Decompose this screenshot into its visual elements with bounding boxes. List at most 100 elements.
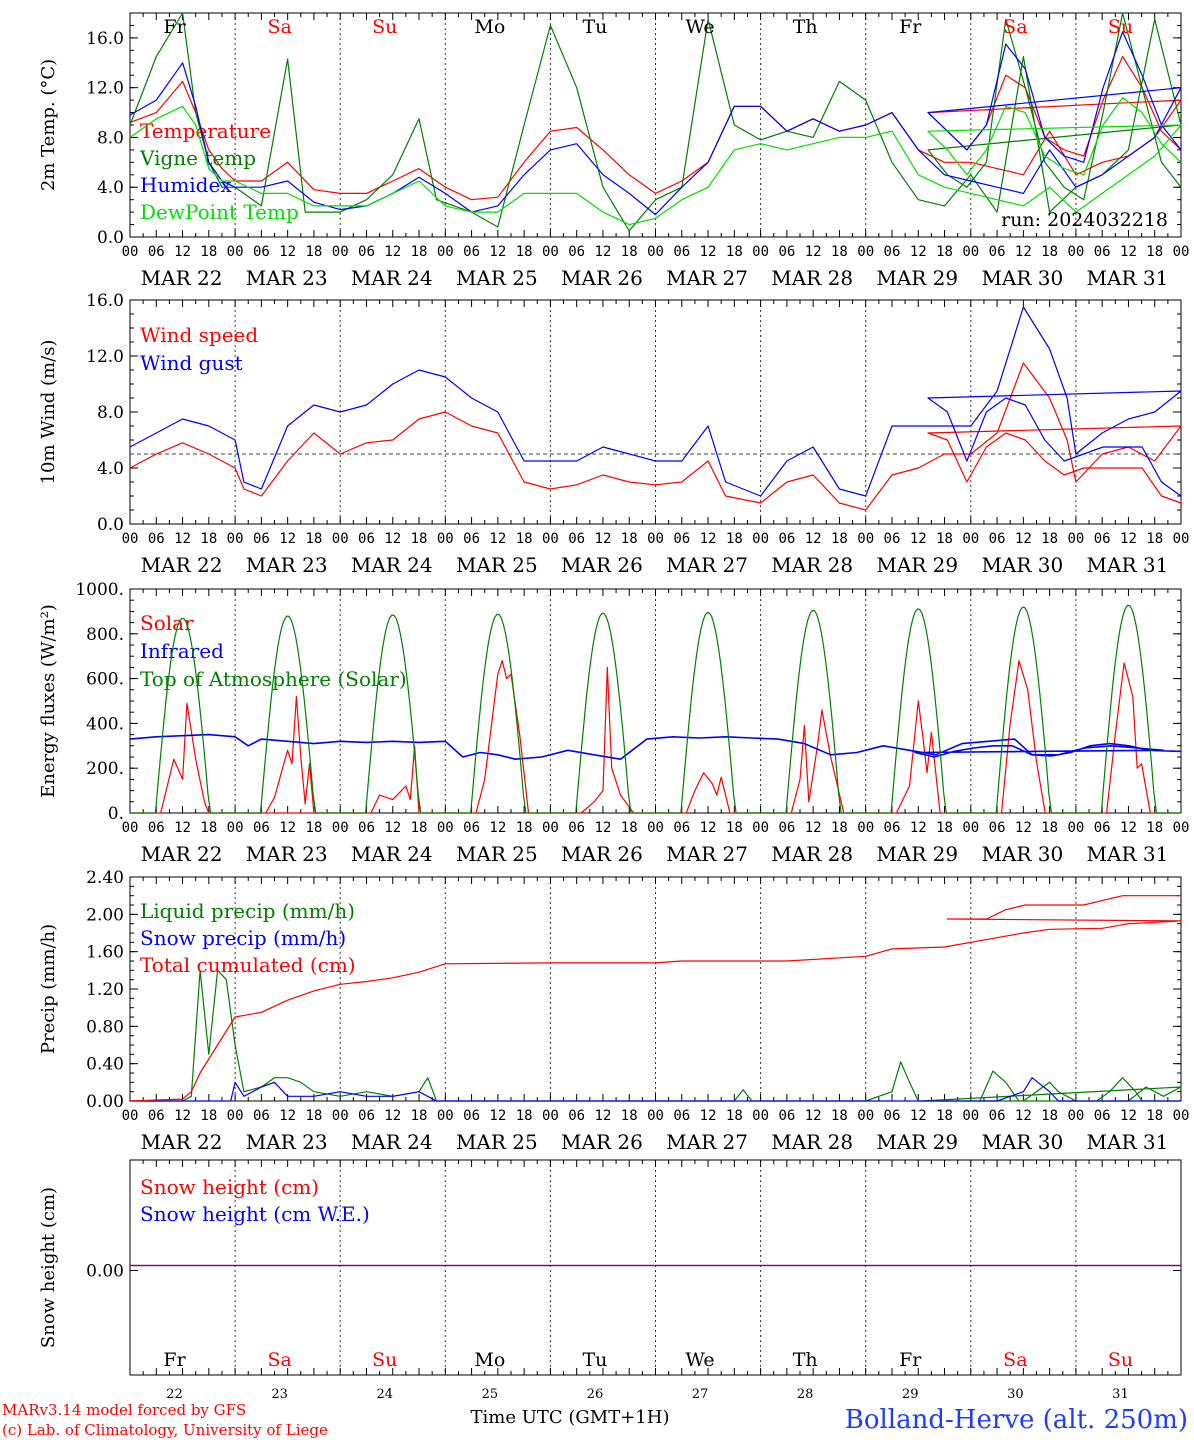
- hour-tick-label: 06: [568, 531, 585, 547]
- hour-tick-label: 06: [989, 1108, 1006, 1124]
- hour-tick-label: 00: [227, 820, 244, 836]
- day-number-label: 28: [797, 1387, 814, 1402]
- y-tick-label: 2.00: [86, 905, 124, 925]
- weekday-label: Mo: [474, 16, 505, 38]
- date-label: MAR 26: [561, 1130, 643, 1154]
- hour-tick-label: 06: [884, 531, 901, 547]
- precip-legend-entry: Liquid precip (mm/h): [140, 899, 355, 923]
- hour-tick-label: 12: [384, 244, 401, 260]
- hour-tick-label: 06: [673, 244, 690, 260]
- temp-legend-entry: Temperature: [140, 119, 271, 143]
- precip-series-line: [130, 1077, 1181, 1102]
- hour-tick-label: 06: [148, 820, 165, 836]
- hour-tick-label: 12: [910, 1108, 927, 1124]
- date-label: MAR 30: [981, 266, 1063, 290]
- hour-tick-label: 12: [174, 820, 191, 836]
- hour-tick-label: 06: [884, 244, 901, 260]
- date-label: MAR 29: [876, 553, 958, 577]
- hour-tick-label: 00: [122, 1108, 139, 1124]
- hour-tick-label: 12: [279, 1108, 296, 1124]
- hour-tick-label: 00: [857, 531, 874, 547]
- flux-y-axis-title: Energy fluxes (W/m²): [38, 604, 59, 798]
- weekday-label: Tu: [582, 1349, 607, 1371]
- date-label: MAR 22: [141, 842, 223, 866]
- hour-tick-label: 00: [1067, 1108, 1084, 1124]
- hour-tick-label: 00: [962, 820, 979, 836]
- hour-tick-label: 12: [279, 820, 296, 836]
- hour-tick-label: 00: [332, 531, 349, 547]
- date-label: MAR 28: [771, 553, 853, 577]
- hour-tick-label: 12: [700, 1108, 717, 1124]
- temp-y-axis-title: 2m Temp. (°C): [38, 59, 59, 191]
- hour-tick-label: 18: [726, 531, 743, 547]
- hour-tick-label: 00: [122, 244, 139, 260]
- hour-tick-label: 00: [542, 1108, 559, 1124]
- weekday-label: Tu: [582, 16, 607, 38]
- hour-tick-label: 12: [595, 531, 612, 547]
- date-label: MAR 28: [771, 266, 853, 290]
- y-tick-label: 600.: [86, 670, 124, 690]
- hour-tick-label: 18: [305, 244, 322, 260]
- y-tick-label: 0.00: [86, 1092, 124, 1112]
- date-label: MAR 26: [561, 266, 643, 290]
- hour-tick-label: 00: [227, 531, 244, 547]
- date-label: MAR 28: [771, 842, 853, 866]
- y-tick-label: 1.60: [86, 943, 124, 963]
- precip-series-line: [129, 895, 1182, 1102]
- date-label: MAR 31: [1087, 842, 1169, 866]
- hour-tick-label: 00: [962, 1108, 979, 1124]
- day-number-label: 29: [902, 1387, 919, 1402]
- hour-tick-label: 12: [174, 244, 191, 260]
- temp-legend-entry: DewPoint Temp: [140, 200, 299, 224]
- date-label: MAR 22: [141, 266, 223, 290]
- temp-series-line: [129, 31, 1182, 216]
- hour-tick-label: 18: [1146, 531, 1163, 547]
- hour-tick-label: 00: [122, 820, 139, 836]
- hour-tick-label: 06: [358, 244, 375, 260]
- hour-tick-label: 06: [463, 531, 480, 547]
- hour-tick-label: 18: [516, 531, 533, 547]
- hour-tick-label: 06: [148, 244, 165, 260]
- hour-tick-label: 00: [437, 244, 454, 260]
- hour-tick-label: 00: [1173, 531, 1190, 547]
- hour-tick-label: 12: [174, 531, 191, 547]
- weekday-label: Sa: [267, 1349, 291, 1371]
- hour-tick-label: 12: [595, 820, 612, 836]
- y-tick-label: 0.0: [97, 515, 124, 535]
- flux-legend-entry: Solar: [140, 611, 194, 635]
- hour-tick-label: 06: [148, 1108, 165, 1124]
- temp-series-line: [129, 97, 1182, 226]
- wind-y-axis-title: 10m Wind (m/s): [38, 340, 59, 485]
- run-label: run: 2024032218: [1001, 209, 1168, 231]
- hour-tick-label: 06: [1094, 531, 1111, 547]
- day-number-label: 24: [376, 1387, 393, 1402]
- hour-tick-label: 00: [227, 1108, 244, 1124]
- flux-series-line: [130, 604, 1181, 814]
- hour-tick-label: 00: [1173, 244, 1190, 260]
- hour-tick-label: 18: [200, 820, 217, 836]
- hour-tick-label: 18: [831, 1108, 848, 1124]
- hour-tick-label: 18: [305, 531, 322, 547]
- weekday-label: Th: [793, 1349, 818, 1371]
- hour-tick-label: 12: [1015, 531, 1032, 547]
- snow-legend-entry: Snow height (cm W.E.): [140, 1202, 370, 1226]
- temp-panel: 0.0 4.0 8.0 12.0 16.0 2m Temp. (°C) 00 06 12 18 MA…: [38, 12, 1190, 290]
- hour-tick-label: 00: [752, 1108, 769, 1124]
- wind-legend-entry: Wind gust: [140, 351, 243, 375]
- day-number-label: 23: [271, 1387, 288, 1402]
- hour-tick-label: 00: [647, 1108, 664, 1124]
- hour-tick-label: 06: [673, 820, 690, 836]
- date-label: MAR 23: [246, 553, 328, 577]
- hour-tick-label: 12: [910, 531, 927, 547]
- hour-tick-label: 12: [384, 1108, 401, 1124]
- day-number-label: 31: [1112, 1387, 1129, 1402]
- y-tick-label: 12.0: [86, 79, 124, 99]
- weekday-label: Sa: [1003, 1349, 1027, 1371]
- hour-tick-label: 06: [253, 531, 270, 547]
- hour-tick-label: 18: [516, 1108, 533, 1124]
- flux-series-line: [129, 733, 1182, 760]
- day-number-label: 30: [1007, 1387, 1024, 1402]
- hour-tick-label: 12: [1120, 1108, 1137, 1124]
- hour-tick-label: 00: [122, 531, 139, 547]
- hour-tick-label: 18: [621, 820, 638, 836]
